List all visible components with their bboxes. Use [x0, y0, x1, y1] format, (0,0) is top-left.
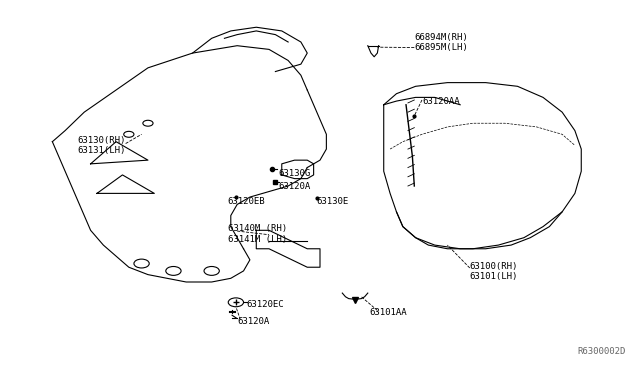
Text: 63130G: 63130G: [278, 169, 311, 177]
Text: R6300002D: R6300002D: [577, 347, 626, 356]
Text: 63120AA: 63120AA: [422, 97, 460, 106]
Text: 63140M (RH)
63141M (LH): 63140M (RH) 63141M (LH): [228, 224, 287, 244]
Text: 63100(RH)
63101(LH): 63100(RH) 63101(LH): [470, 262, 518, 281]
Text: 63120EB: 63120EB: [228, 197, 265, 206]
Text: 63130E: 63130E: [317, 197, 349, 206]
Text: 63120A: 63120A: [237, 317, 269, 326]
Text: 63130(RH)
63131(LH): 63130(RH) 63131(LH): [77, 136, 125, 155]
Text: 63120EC: 63120EC: [246, 300, 284, 310]
Text: 63120A: 63120A: [278, 182, 311, 191]
Text: 63101AA: 63101AA: [370, 308, 407, 317]
Text: 66894M(RH)
66895M(LH): 66894M(RH) 66895M(LH): [414, 33, 468, 52]
